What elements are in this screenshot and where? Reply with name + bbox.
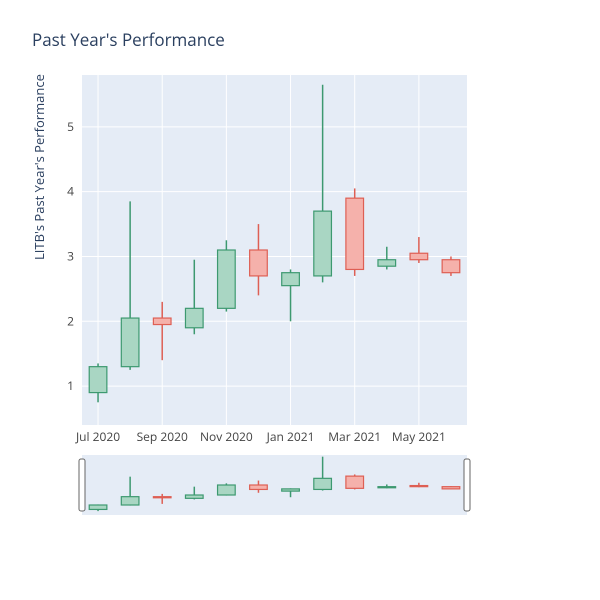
x-tick-label: Sep 2020	[137, 428, 188, 445]
candle-body	[250, 250, 268, 276]
candle-body	[282, 489, 300, 491]
candle-body	[89, 367, 107, 393]
x-tick-label: May 2021	[392, 428, 446, 445]
candle-body	[346, 198, 364, 269]
y-tick-label: 3	[67, 247, 74, 264]
candle-body	[185, 308, 203, 327]
candle-body	[89, 505, 107, 509]
x-tick-label: Jul 2020	[75, 428, 120, 445]
candle-body	[218, 250, 236, 308]
candle-body	[218, 485, 236, 495]
y-axis-label: LITB's Past Year's Performance	[30, 74, 48, 260]
candle-body	[314, 211, 332, 276]
candle-body	[442, 260, 460, 273]
chart-svg: 1 2 3 4 5 Jul 2020 Sep 2020 Nov 2020 Jan 2021 Mar…	[0, 0, 600, 600]
candle-body	[346, 476, 364, 488]
x-tick-label: Mar 2021	[328, 428, 381, 445]
candle-body	[185, 495, 203, 498]
candle-body	[410, 486, 428, 487]
range-handle-left[interactable]	[79, 459, 85, 511]
candle-body	[153, 497, 171, 498]
candle-body	[314, 478, 332, 489]
chart-title: Past Year's Performance	[32, 28, 225, 51]
candle-body	[378, 260, 396, 266]
candle-body	[121, 497, 139, 505]
candle-body	[121, 318, 139, 367]
y-tick-label: 4	[67, 183, 74, 200]
candle-body	[378, 487, 396, 488]
x-tick-label: Jan 2021	[266, 428, 315, 445]
candle-body	[153, 318, 171, 324]
candle-body	[282, 273, 300, 286]
candle-body	[442, 487, 460, 489]
y-tick-label: 1	[67, 377, 74, 394]
y-tick-label: 2	[67, 312, 74, 329]
x-tick-label: Nov 2020	[200, 428, 253, 445]
candle-body	[250, 485, 268, 489]
y-tick-label: 5	[67, 118, 74, 135]
candle-body	[410, 253, 428, 259]
range-handle-right[interactable]	[464, 459, 470, 511]
